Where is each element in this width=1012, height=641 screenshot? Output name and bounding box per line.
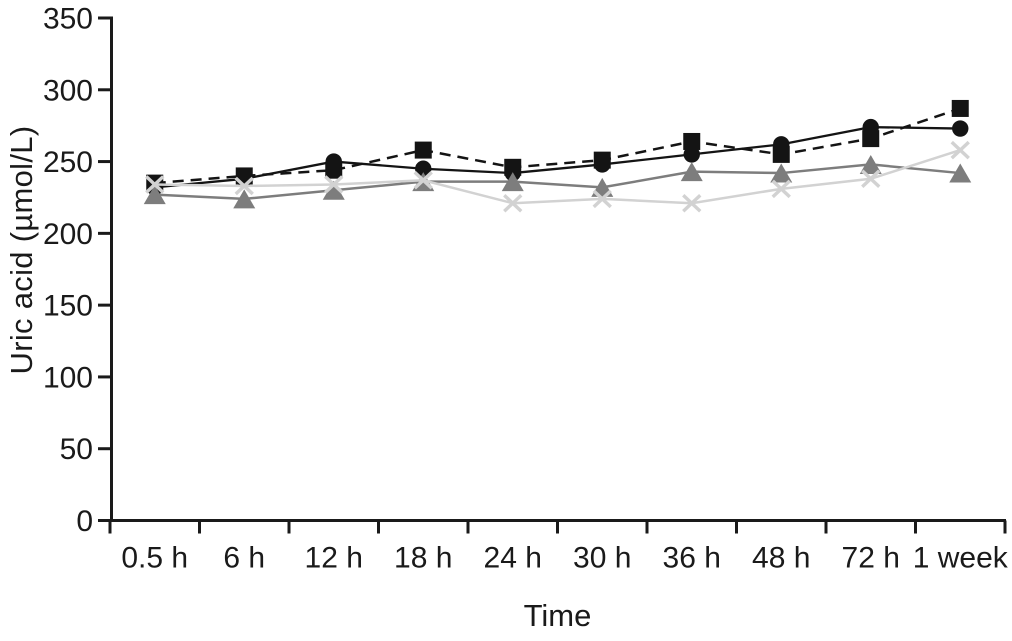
series-line: [154, 163, 961, 201]
triangle-marker: [233, 189, 256, 209]
x-marker: [324, 175, 344, 194]
x-tick-label: 72 h: [842, 542, 900, 575]
triangle-marker: [322, 180, 345, 200]
y-tick-label: 200: [43, 218, 93, 251]
triangle-marker: [501, 172, 524, 192]
x-tick-label: 24 h: [484, 542, 542, 575]
circle-marker: [683, 146, 700, 163]
triangle-marker: [949, 163, 972, 183]
y-tick-label: 0: [76, 505, 93, 538]
x-marker: [145, 175, 165, 194]
x-tick-label: 48 h: [752, 542, 810, 575]
y-tick-label: 50: [60, 433, 93, 466]
x-tick-label: 6 h: [223, 542, 265, 575]
square-marker: [414, 141, 432, 159]
x-tick-label: 18 h: [394, 542, 452, 575]
square-marker: [951, 99, 969, 117]
x-tick-label: 12 h: [305, 542, 363, 575]
y-tick-label: 100: [43, 361, 93, 394]
x-marker: [413, 170, 433, 190]
y-tick-label: 150: [43, 290, 93, 323]
square-marker: [325, 161, 343, 179]
triangle-marker: [143, 185, 166, 205]
y-axis-title: Uric acid (µmol/L): [4, 125, 39, 375]
circle-marker: [952, 120, 969, 137]
triangle-marker: [859, 154, 882, 174]
series-x-solid: [145, 140, 970, 213]
square-marker: [593, 151, 611, 169]
x-tick-label: 1 week: [913, 542, 1009, 575]
square-marker: [862, 130, 880, 148]
y-tick-label: 350: [43, 3, 93, 36]
x-marker: [950, 140, 970, 160]
x-marker: [592, 189, 612, 209]
x-tick-label: 36 h: [663, 542, 721, 575]
x-marker: [861, 169, 881, 189]
square-marker: [772, 145, 790, 163]
series-line: [154, 125, 961, 189]
x-marker: [682, 193, 702, 213]
series-line: [154, 107, 961, 185]
y-tick-label: 300: [43, 74, 93, 107]
y-tick-label: 250: [43, 146, 93, 179]
x-marker: [503, 193, 523, 213]
triangle-marker: [680, 162, 703, 182]
x-tick-label: 30 h: [573, 542, 631, 575]
x-marker: [234, 176, 254, 196]
square-marker: [683, 132, 701, 150]
x-marker: [771, 179, 791, 199]
circle-marker: [415, 160, 432, 177]
x-axis-title: Time: [523, 598, 592, 633]
triangle-marker: [770, 163, 793, 183]
x-tick-label: 0.5 h: [121, 542, 188, 575]
square-marker: [504, 158, 522, 176]
series-square-dashed: [146, 99, 969, 192]
series-line: [154, 148, 961, 205]
